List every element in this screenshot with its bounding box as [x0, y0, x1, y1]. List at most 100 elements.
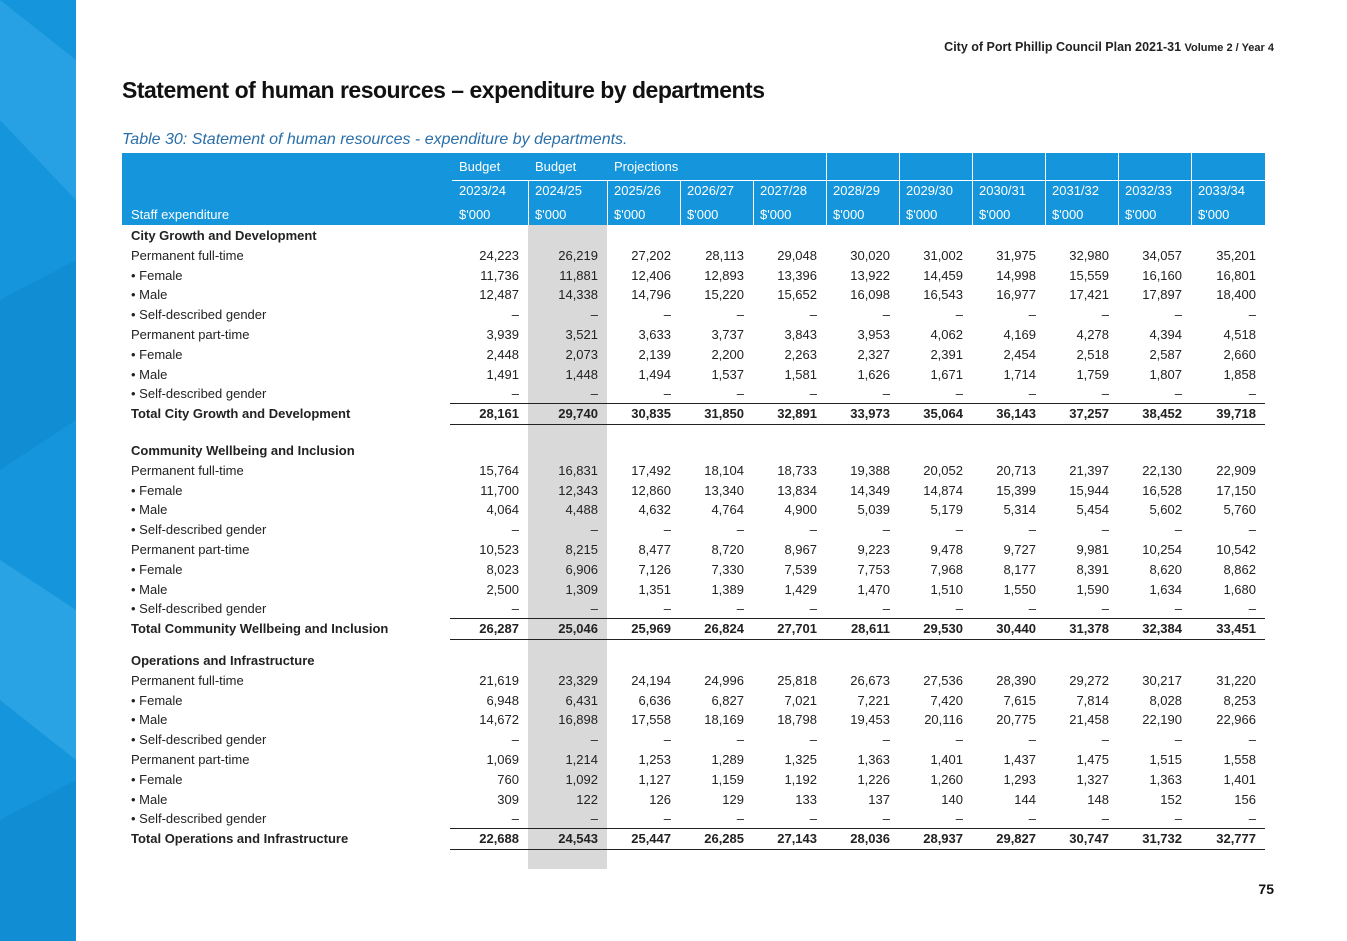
cell: –	[955, 307, 963, 323]
cell: –	[663, 522, 671, 538]
header-divider	[753, 180, 754, 225]
row-label: • Male	[131, 712, 168, 728]
cell: 8,023	[486, 561, 519, 577]
cell: 7,420	[930, 692, 963, 708]
total-label: Total Operations and Infrastructure	[131, 831, 349, 847]
cell: 15,399	[996, 482, 1036, 498]
total-cell: 27,143	[777, 831, 817, 847]
cell: –	[1174, 386, 1182, 402]
cell: 4,169	[1003, 327, 1036, 342]
cell: 7,615	[1003, 692, 1036, 708]
cell: 16,528	[1142, 482, 1182, 498]
total-cell: 36,143	[996, 406, 1036, 422]
cell: 1,475	[1076, 752, 1109, 767]
cell: –	[736, 386, 744, 402]
cell: 1,558	[1223, 752, 1256, 767]
total-cell: 24,543	[558, 831, 598, 847]
cell: 10,523	[479, 542, 519, 557]
cell: 28,113	[705, 247, 744, 263]
page-number: 75	[1258, 881, 1274, 897]
cell: 9,981	[1076, 542, 1109, 557]
cell: 1,858	[1223, 366, 1256, 382]
cell: 35,201	[1216, 247, 1256, 263]
cell: 9,223	[857, 542, 890, 557]
cell: 31,002	[923, 247, 963, 263]
cell: 5,760	[1223, 502, 1256, 518]
cell: 5,314	[1003, 502, 1036, 518]
cell: 1,448	[565, 366, 598, 382]
cell: 23,329	[558, 672, 598, 688]
cell: –	[882, 386, 890, 402]
cell: 12,406	[631, 267, 671, 283]
cell: –	[590, 522, 598, 538]
cell: 2,518	[1076, 346, 1109, 362]
total-rule	[450, 618, 1265, 620]
cell: 12,893	[704, 267, 744, 283]
unit-header: $'000	[979, 207, 1011, 222]
cell: 25,818	[777, 672, 817, 688]
cell: 1,069	[486, 752, 519, 767]
cell: 6,636	[638, 692, 671, 708]
cell: 3,939	[486, 327, 519, 342]
cell: 14,338	[558, 287, 598, 303]
cell: 1,491	[486, 366, 519, 382]
cell: –	[882, 732, 890, 748]
cell: 8,862	[1223, 561, 1256, 577]
cell: 7,126	[638, 561, 671, 577]
cell: –	[809, 601, 817, 617]
cell: 11,700	[480, 482, 519, 498]
header-divider	[528, 180, 529, 225]
cell: 16,543	[923, 287, 963, 303]
cell: 18,733	[777, 462, 817, 478]
cell: 1,807	[1149, 366, 1182, 382]
cell: 3,633	[638, 327, 671, 342]
cell: –	[1101, 307, 1109, 323]
cell: –	[736, 522, 744, 538]
total-cell: 33,451	[1216, 621, 1256, 637]
row-label: • Male	[131, 287, 168, 303]
cell: 14,672	[479, 712, 519, 728]
cell: 3,843	[784, 327, 817, 342]
total-rule	[450, 639, 1265, 641]
cell: 7,021	[784, 692, 817, 708]
cell: 1,714	[1003, 366, 1036, 382]
total-cell: 30,440	[996, 621, 1036, 637]
cell: –	[1028, 732, 1036, 748]
cell: –	[511, 811, 519, 827]
total-cell: 31,732	[1142, 831, 1182, 847]
cell: 15,764	[479, 462, 519, 478]
cell: 1,351	[638, 581, 671, 597]
year-header: 2026/27	[687, 183, 734, 198]
cell: –	[1174, 811, 1182, 827]
total-cell: 31,378	[1069, 621, 1109, 637]
cell: 12,487	[479, 287, 519, 303]
cell: 8,620	[1149, 561, 1182, 577]
cell: 22,130	[1142, 462, 1182, 478]
header-divider	[1191, 153, 1192, 225]
cell: 2,391	[930, 346, 963, 362]
cell: 1,429	[784, 581, 817, 597]
side-band	[0, 0, 76, 941]
row-label: • Self-described gender	[131, 522, 267, 538]
cell: 8,477	[638, 542, 671, 557]
total-cell: 26,287	[479, 621, 519, 637]
cell: –	[590, 307, 598, 323]
section-title: Community Wellbeing and Inclusion	[131, 443, 355, 458]
cell: 13,834	[777, 482, 817, 498]
cell: 18,104	[704, 462, 744, 478]
cell: 20,116	[924, 712, 963, 728]
cell: 1,363	[857, 752, 890, 767]
cell: 27,202	[631, 247, 671, 263]
cell: –	[882, 601, 890, 617]
row-label: Permanent full-time	[131, 672, 244, 688]
header-divider	[1118, 153, 1119, 225]
row-label: Permanent part-time	[131, 327, 250, 342]
row-label: • Female	[131, 346, 183, 362]
cell: 5,454	[1076, 502, 1109, 518]
cell: 7,814	[1076, 692, 1109, 708]
cell: 5,039	[857, 502, 890, 518]
total-cell: 27,701	[777, 621, 817, 637]
row-label: Permanent part-time	[131, 542, 250, 557]
cell: 26,219	[558, 247, 598, 263]
total-cell: 39,718	[1216, 406, 1256, 422]
